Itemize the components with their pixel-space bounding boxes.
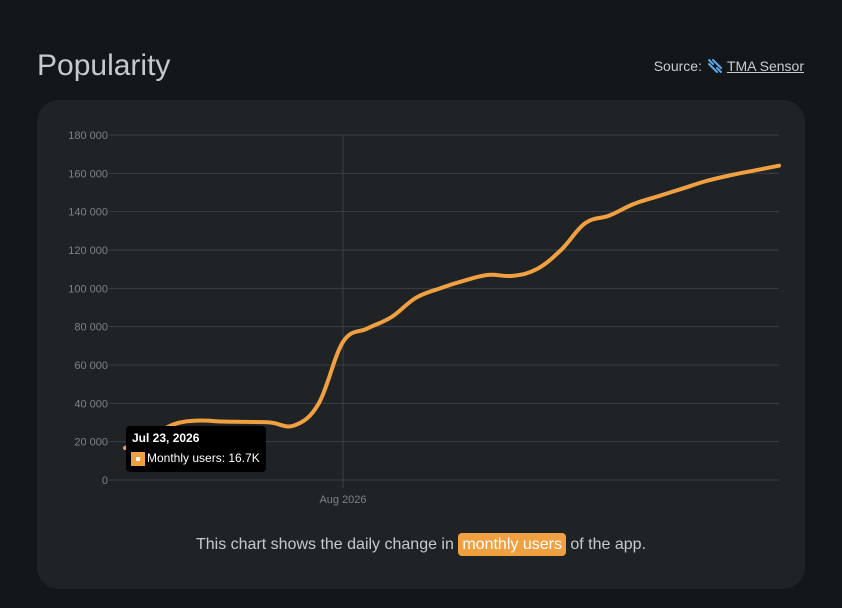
source-attribution: Source: TMA Sensor [654, 58, 804, 74]
header: Popularity Source: TMA Sensor [37, 46, 804, 90]
tooltip-date: Jul 23, 2026 [132, 431, 200, 445]
source-link[interactable]: TMA Sensor [726, 58, 804, 74]
popularity-chart: 0 20 000 40 000 60 000 80 000 100 000 120 000 1… [68, 130, 781, 506]
y-axis-ticks: 0 20 000 40 000 60 000 80 000 100 000 120 000 1… [68, 130, 108, 487]
tooltip-value: Monthly users: 16.7K [147, 451, 260, 465]
y-tick-label: 100 000 [68, 283, 108, 295]
chart-tooltip: Jul 23, 2026 Monthly users: 16.7K [126, 426, 266, 472]
y-tick-label: 180 000 [68, 130, 108, 142]
tooltip-series-swatch [131, 452, 145, 466]
caption-highlight: monthly users [458, 533, 566, 556]
y-tick-label: 40 000 [74, 398, 108, 410]
x-axis-ticks: Aug 2026 [319, 494, 366, 506]
x-tick-label: Aug 2026 [319, 494, 366, 506]
caption-text-before: This chart shows the daily change in [195, 536, 454, 553]
series-layer [123, 163, 781, 450]
y-tick-label: 60 000 [74, 360, 108, 372]
chart-card: 0 20 000 40 000 60 000 80 000 100 000 120 000 1… [37, 100, 805, 589]
y-tick-label: 120 000 [68, 245, 108, 257]
y-tick-label: 20 000 [74, 437, 108, 449]
y-tick-label: 0 [102, 475, 108, 487]
series-line-monthly-users [123, 163, 781, 450]
source-label: Source: [653, 58, 702, 74]
y-tick-label: 80 000 [74, 322, 108, 334]
y-tick-label: 160 000 [68, 168, 108, 180]
y-tick-label: 140 000 [68, 207, 108, 219]
tma-sensor-logo-icon [707, 58, 723, 74]
page-title: Popularity [37, 49, 171, 82]
caption-text-after: of the app. [570, 536, 647, 553]
chart-caption: This chart shows the daily change in mon… [37, 533, 805, 556]
grid-lines [109, 134, 779, 488]
